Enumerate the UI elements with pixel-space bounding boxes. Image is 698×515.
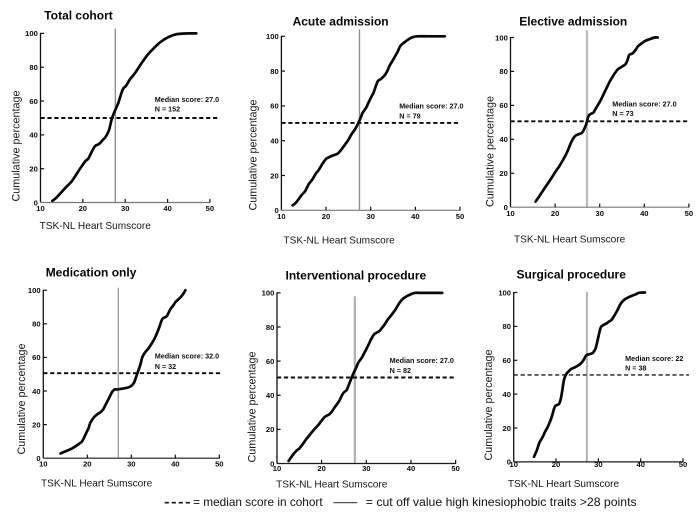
- svg-text:50: 50: [456, 212, 464, 221]
- svg-text:Total cohort: Total cohort: [44, 9, 112, 23]
- svg-text:80: 80: [32, 320, 40, 329]
- svg-text:20: 20: [322, 212, 330, 221]
- svg-text:20: 20: [79, 204, 87, 213]
- svg-text:TSK-NL Heart Sumscore: TSK-NL Heart Sumscore: [514, 235, 626, 246]
- svg-text:50: 50: [206, 204, 214, 213]
- svg-text:100: 100: [25, 29, 38, 38]
- svg-text:30: 30: [121, 204, 129, 213]
- svg-text:Surgical procedure: Surgical procedure: [517, 267, 627, 281]
- svg-text:TSK-NL Heart Sumscore: TSK-NL Heart Sumscore: [284, 235, 396, 246]
- svg-text:Acute admission: Acute admission: [293, 15, 389, 29]
- svg-text:40: 40: [503, 390, 511, 399]
- svg-text:10: 10: [506, 209, 514, 218]
- svg-text:40: 40: [411, 212, 419, 221]
- svg-text:0: 0: [504, 203, 508, 212]
- svg-text:N = 79: N = 79: [399, 112, 420, 121]
- svg-text:Cumulative percentage: Cumulative percentage: [248, 99, 260, 210]
- svg-text:30: 30: [366, 212, 374, 221]
- svg-text:TSK-NL Heart Sumscore: TSK-NL Heart Sumscore: [508, 479, 620, 490]
- svg-text:Medication only: Medication only: [46, 266, 137, 280]
- svg-text:0: 0: [274, 206, 278, 215]
- svg-text:20: 20: [552, 460, 560, 469]
- svg-text:30: 30: [595, 209, 603, 218]
- svg-text:N = 73: N = 73: [612, 109, 633, 118]
- svg-text:= median score in cohort: = median score in cohort: [193, 495, 323, 509]
- svg-text:Median score: 27.0: Median score: 27.0: [155, 95, 219, 104]
- svg-text:60: 60: [32, 353, 40, 362]
- svg-text:50: 50: [215, 460, 223, 469]
- svg-text:Cumulative percentage: Cumulative percentage: [485, 96, 497, 207]
- svg-text:80: 80: [29, 63, 37, 72]
- svg-text:TSK-NL Heart Sumscore: TSK-NL Heart Sumscore: [41, 479, 153, 490]
- svg-text:50: 50: [685, 209, 693, 218]
- svg-text:0: 0: [34, 198, 38, 207]
- svg-text:Cumulative percentage: Cumulative percentage: [246, 351, 258, 462]
- svg-text:N = 38: N = 38: [625, 363, 646, 372]
- svg-text:30: 30: [594, 460, 602, 469]
- svg-text:40: 40: [636, 460, 644, 469]
- svg-text:20: 20: [551, 209, 559, 218]
- svg-text:30: 30: [362, 464, 370, 473]
- svg-text:60: 60: [29, 97, 37, 106]
- svg-text:TSK-NL Heart Sumscore: TSK-NL Heart Sumscore: [40, 221, 152, 232]
- svg-text:20: 20: [270, 171, 278, 180]
- svg-text:40: 40: [407, 464, 415, 473]
- svg-text:60: 60: [266, 357, 274, 366]
- svg-text:Cumulative percentage: Cumulative percentage: [483, 349, 495, 460]
- svg-text:Median score: 22: Median score: 22: [625, 354, 683, 363]
- svg-text:60: 60: [499, 101, 507, 110]
- svg-text:N = 82: N = 82: [390, 366, 411, 375]
- svg-text:80: 80: [499, 67, 507, 76]
- svg-text:20: 20: [499, 169, 507, 178]
- svg-text:10: 10: [39, 460, 47, 469]
- svg-text:80: 80: [266, 323, 274, 332]
- svg-text:20: 20: [32, 420, 40, 429]
- svg-text:TSK-NL Heart Sumscore: TSK-NL Heart Sumscore: [276, 480, 388, 491]
- svg-text:= cut off value high kinesioph: = cut off value high kinesiophobic trait…: [366, 495, 637, 509]
- svg-text:100: 100: [28, 286, 41, 295]
- svg-text:0: 0: [270, 459, 274, 468]
- svg-text:80: 80: [503, 322, 511, 331]
- svg-text:80: 80: [270, 67, 278, 76]
- svg-text:100: 100: [262, 289, 275, 298]
- svg-text:60: 60: [503, 356, 511, 365]
- svg-text:60: 60: [270, 102, 278, 111]
- svg-text:40: 40: [163, 204, 171, 213]
- svg-text:Median score: 27.0: Median score: 27.0: [612, 100, 676, 109]
- svg-text:40: 40: [266, 391, 274, 400]
- svg-text:10: 10: [36, 204, 44, 213]
- svg-text:Cumulative percentage: Cumulative percentage: [11, 90, 23, 201]
- svg-text:40: 40: [32, 387, 40, 396]
- svg-text:Median score: 27.0: Median score: 27.0: [390, 356, 454, 365]
- svg-text:N = 152: N = 152: [155, 105, 180, 114]
- svg-text:30: 30: [127, 460, 135, 469]
- svg-text:Median score: 27.0: Median score: 27.0: [399, 102, 463, 111]
- svg-text:20: 20: [317, 464, 325, 473]
- svg-text:40: 40: [29, 131, 37, 140]
- svg-text:100: 100: [495, 33, 508, 42]
- svg-text:10: 10: [509, 460, 517, 469]
- svg-text:50: 50: [679, 460, 687, 469]
- svg-text:10: 10: [273, 464, 281, 473]
- svg-text:20: 20: [83, 460, 91, 469]
- svg-text:20: 20: [503, 424, 511, 433]
- svg-text:20: 20: [29, 165, 37, 174]
- svg-text:100: 100: [498, 288, 511, 297]
- svg-text:Cumulative percentage: Cumulative percentage: [16, 343, 28, 454]
- svg-text:40: 40: [171, 460, 179, 469]
- svg-text:Elective admission: Elective admission: [519, 14, 627, 28]
- svg-text:0: 0: [507, 458, 511, 467]
- svg-text:40: 40: [270, 137, 278, 146]
- svg-text:0: 0: [36, 454, 40, 463]
- svg-text:50: 50: [451, 464, 459, 473]
- svg-text:40: 40: [499, 135, 507, 144]
- svg-text:Median score: 32.0: Median score: 32.0: [155, 351, 219, 360]
- svg-text:20: 20: [266, 425, 274, 434]
- svg-text:10: 10: [277, 212, 285, 221]
- svg-text:40: 40: [640, 209, 648, 218]
- svg-text:Interventional procedure: Interventional procedure: [286, 269, 427, 283]
- svg-text:100: 100: [266, 32, 279, 41]
- svg-text:N = 32: N = 32: [155, 362, 176, 371]
